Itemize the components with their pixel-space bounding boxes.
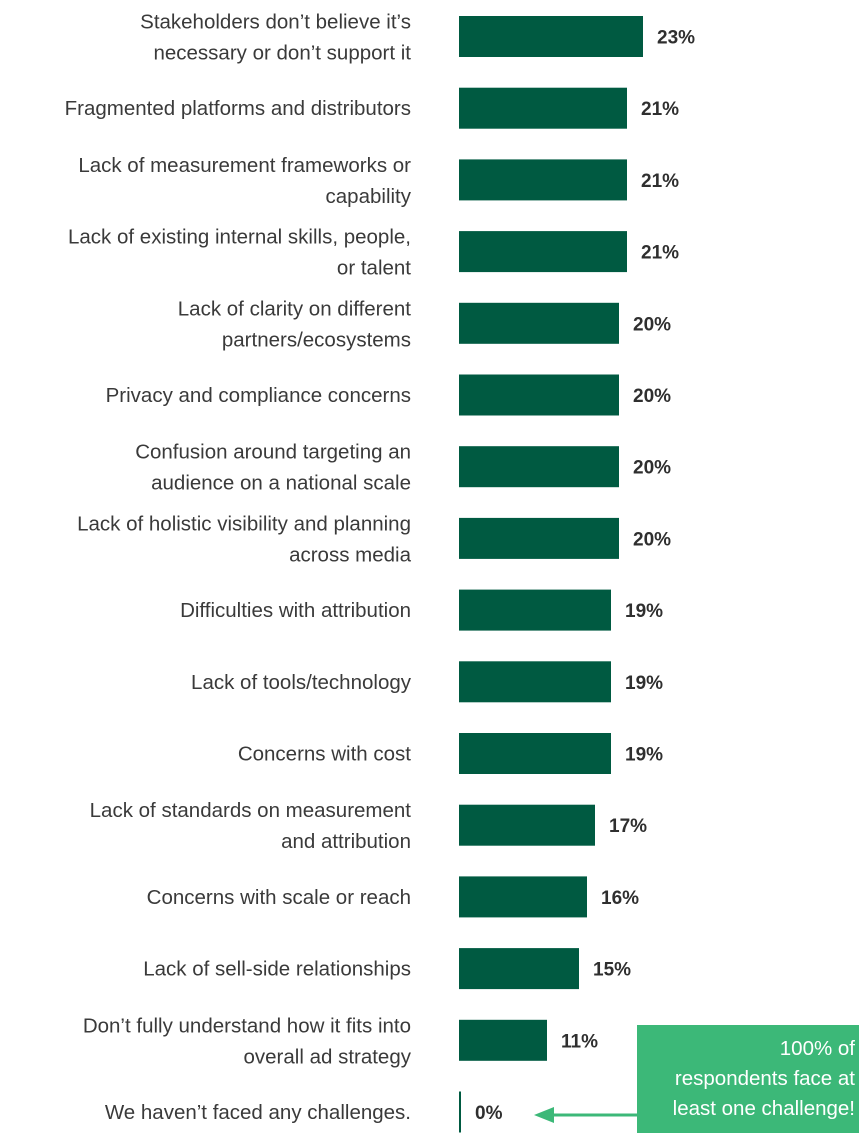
value-label: 20% [633,386,671,407]
value-label: 21% [641,99,679,120]
bar [459,1091,461,1133]
category-label: Lack of measurement frameworks or capabil… [78,154,411,208]
bar [459,948,579,990]
category-label: Fragmented platforms and distributors [65,97,411,120]
bar [459,302,619,344]
bar [459,374,619,416]
category-label: Concerns with scale or reach [147,886,411,909]
bar [459,876,587,918]
category-label: Lack of tools/technology [191,671,412,694]
bar [459,804,595,846]
value-label: 0% [475,1103,503,1124]
category-label: Lack of sell-side relationships [143,958,411,981]
category-label: Privacy and compliance concerns [106,384,411,407]
category-labels: Stakeholders don’t believe it’s necessary… [65,11,412,1125]
arrow-head [534,1107,554,1123]
bar [459,589,611,631]
value-label: 15% [593,960,631,981]
value-label: 23% [657,28,695,49]
callout-box: 100% of respondents face at least one ch… [637,1025,859,1133]
category-label: Don’t fully understand how it fits into o… [83,1014,412,1068]
bar [459,446,619,488]
category-label: Lack of standards on measurement and attr… [90,799,412,853]
bar [459,16,643,57]
bar [459,87,627,129]
category-label: Concerns with cost [238,743,411,766]
category-label: We haven’t faced any challenges. [105,1101,411,1124]
value-label: 21% [641,171,679,192]
category-label: Confusion around targeting an audience on… [135,441,411,495]
value-label: 21% [641,243,679,264]
value-label: 20% [633,458,671,479]
value-label: 17% [609,816,647,837]
bar [459,159,627,201]
bar [459,733,611,774]
category-label: Difficulties with attribution [180,599,411,622]
value-label: 19% [625,601,663,622]
bars [459,16,643,1133]
bar [459,1019,547,1061]
bar [459,231,627,273]
value-labels: 23% 21% 21% 21% 20% 20% 20% 20% 19% 19% 19% 17% 16% 1… [475,28,695,1125]
bar [459,661,611,703]
bar [459,517,619,559]
category-label: Lack of holistic visibility and planning… [77,512,411,566]
value-label: 19% [625,673,663,694]
category-label: Lack of existing internal skills, people… [68,226,411,280]
value-label: 16% [601,888,639,909]
category-label: Stakeholders don’t believe it’s necessary… [140,11,411,65]
value-label: 20% [633,529,671,550]
callout-arrow [534,1107,637,1123]
value-label: 11% [561,1031,598,1052]
category-label: Lack of clarity on different partners/eco… [178,297,412,351]
value-label: 19% [625,745,663,766]
value-label: 20% [633,314,671,335]
